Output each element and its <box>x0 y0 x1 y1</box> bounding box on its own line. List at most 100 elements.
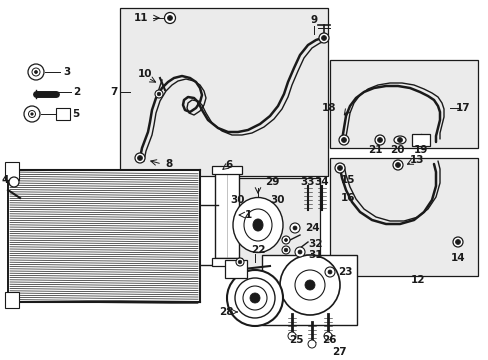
Circle shape <box>280 255 339 315</box>
Circle shape <box>135 153 145 163</box>
Ellipse shape <box>232 198 283 252</box>
Circle shape <box>238 260 241 264</box>
Circle shape <box>307 340 315 348</box>
Text: 16: 16 <box>340 193 354 203</box>
Text: 2: 2 <box>73 87 80 97</box>
Ellipse shape <box>393 136 405 144</box>
Text: 25: 25 <box>288 335 303 345</box>
Text: 7: 7 <box>110 87 118 97</box>
Bar <box>120 8 327 176</box>
Polygon shape <box>8 170 200 302</box>
Text: 17: 17 <box>455 103 469 113</box>
Text: 34: 34 <box>314 177 328 187</box>
Circle shape <box>236 258 244 266</box>
Circle shape <box>294 270 325 300</box>
Circle shape <box>287 332 295 340</box>
Bar <box>56 108 70 120</box>
Bar <box>224 260 246 278</box>
Text: 23: 23 <box>337 267 352 277</box>
Text: 15: 15 <box>340 175 354 185</box>
Circle shape <box>284 248 287 252</box>
Circle shape <box>337 166 342 171</box>
Circle shape <box>325 267 334 277</box>
Text: 31: 31 <box>307 250 322 260</box>
Text: 30: 30 <box>230 195 245 205</box>
Bar <box>227 178 319 276</box>
Text: 1: 1 <box>244 210 252 220</box>
Text: 14: 14 <box>450 253 465 263</box>
Circle shape <box>243 286 266 310</box>
Circle shape <box>334 163 345 173</box>
Text: 27: 27 <box>331 347 346 357</box>
Circle shape <box>226 270 283 326</box>
Circle shape <box>338 135 348 145</box>
Circle shape <box>282 246 289 254</box>
Circle shape <box>392 160 402 170</box>
Circle shape <box>28 111 36 117</box>
Circle shape <box>155 90 163 98</box>
Bar <box>5 162 19 180</box>
Text: 9: 9 <box>310 15 317 25</box>
Text: 20: 20 <box>389 145 404 155</box>
Circle shape <box>24 106 40 122</box>
Text: 5: 5 <box>72 109 79 119</box>
Text: 26: 26 <box>321 335 336 345</box>
Circle shape <box>321 36 326 40</box>
Circle shape <box>341 138 346 143</box>
Bar <box>212 258 242 266</box>
Circle shape <box>235 278 274 318</box>
Text: 21: 21 <box>367 145 382 155</box>
Text: 22: 22 <box>250 245 264 255</box>
Text: 32: 32 <box>307 239 322 249</box>
Circle shape <box>327 270 331 274</box>
Bar <box>212 166 242 174</box>
Text: 10: 10 <box>138 69 152 79</box>
Circle shape <box>284 238 287 242</box>
Circle shape <box>324 332 331 340</box>
Circle shape <box>454 239 460 244</box>
Circle shape <box>282 236 289 244</box>
Text: 11: 11 <box>133 13 148 23</box>
Text: 6: 6 <box>224 160 232 170</box>
Circle shape <box>35 71 38 73</box>
Bar <box>262 255 356 325</box>
Bar <box>215 170 239 258</box>
Circle shape <box>157 92 161 96</box>
Circle shape <box>294 247 305 257</box>
Circle shape <box>28 64 44 80</box>
Text: 33: 33 <box>300 177 315 187</box>
Circle shape <box>289 223 299 233</box>
Circle shape <box>9 177 19 187</box>
Circle shape <box>32 68 40 76</box>
Text: 4: 4 <box>2 175 9 185</box>
Bar <box>329 158 477 276</box>
Text: 18: 18 <box>321 103 335 113</box>
Ellipse shape <box>252 219 263 231</box>
Text: 24: 24 <box>305 223 319 233</box>
Circle shape <box>31 113 33 115</box>
Bar <box>411 134 429 146</box>
Text: 8: 8 <box>164 159 172 169</box>
Circle shape <box>452 237 462 247</box>
Text: 13: 13 <box>409 155 424 165</box>
Text: 29: 29 <box>264 177 279 187</box>
Circle shape <box>374 135 384 145</box>
Text: 12: 12 <box>410 275 425 285</box>
Circle shape <box>297 250 302 254</box>
Text: 28: 28 <box>219 307 234 317</box>
Circle shape <box>377 138 382 143</box>
Bar <box>329 60 477 148</box>
Text: 19: 19 <box>413 145 427 155</box>
Text: 3: 3 <box>63 67 70 77</box>
Ellipse shape <box>244 209 271 241</box>
Text: 30: 30 <box>270 195 285 205</box>
Circle shape <box>397 138 402 143</box>
Circle shape <box>249 293 260 303</box>
Circle shape <box>395 162 400 167</box>
Circle shape <box>305 280 314 290</box>
Circle shape <box>167 15 172 21</box>
Circle shape <box>164 13 175 23</box>
Circle shape <box>292 226 296 230</box>
Circle shape <box>137 156 142 161</box>
Bar <box>5 292 19 308</box>
